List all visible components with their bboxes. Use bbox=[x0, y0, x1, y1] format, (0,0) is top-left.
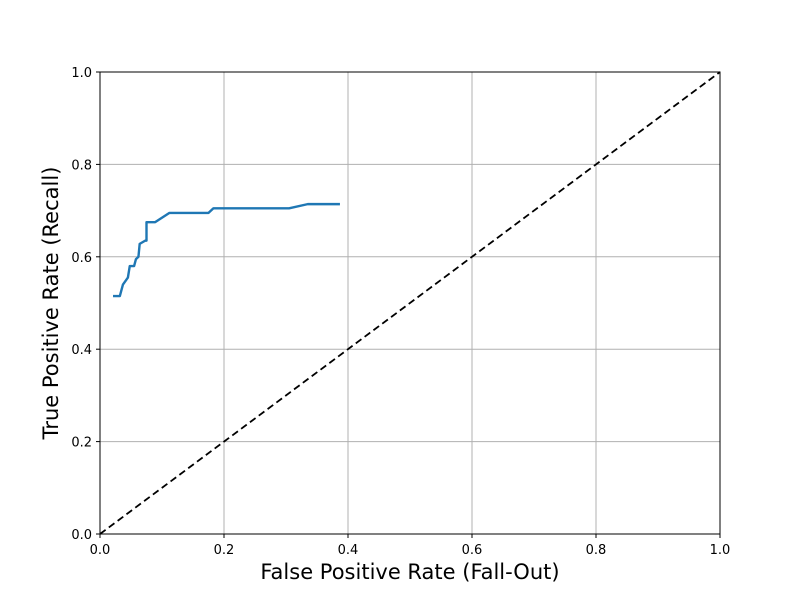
x-axis-label: False Positive Rate (Fall-Out) bbox=[260, 560, 559, 584]
x-tick-label: 0.6 bbox=[462, 543, 483, 558]
x-tick-label: 1.0 bbox=[710, 543, 731, 558]
y-tick-label: 0.2 bbox=[71, 436, 92, 451]
y-tick-label: 0.4 bbox=[71, 343, 92, 358]
x-tick-label: 0.0 bbox=[90, 543, 111, 558]
y-axis-label: True Positive Rate (Recall) bbox=[39, 167, 63, 441]
plot-area-frame bbox=[99, 71, 721, 535]
y-tick-label: 0.8 bbox=[71, 158, 92, 173]
x-tick-label: 0.4 bbox=[338, 543, 359, 558]
x-tick-label: 0.8 bbox=[586, 543, 607, 558]
ticks: 0.0 0.2 0.4 0.6 0.8 1.0 0.0 0.2 0.4 0.6 0.8 1.0 bbox=[71, 66, 730, 558]
series-layer bbox=[99, 71, 721, 535]
roc-curve-line bbox=[113, 202, 340, 298]
y-tick-label: 1.0 bbox=[71, 66, 92, 81]
random-classifier-diagonal bbox=[99, 71, 721, 535]
y-tick-label: 0.0 bbox=[71, 528, 92, 543]
y-tick-label: 0.6 bbox=[71, 251, 92, 266]
x-tick-label: 0.2 bbox=[214, 543, 235, 558]
